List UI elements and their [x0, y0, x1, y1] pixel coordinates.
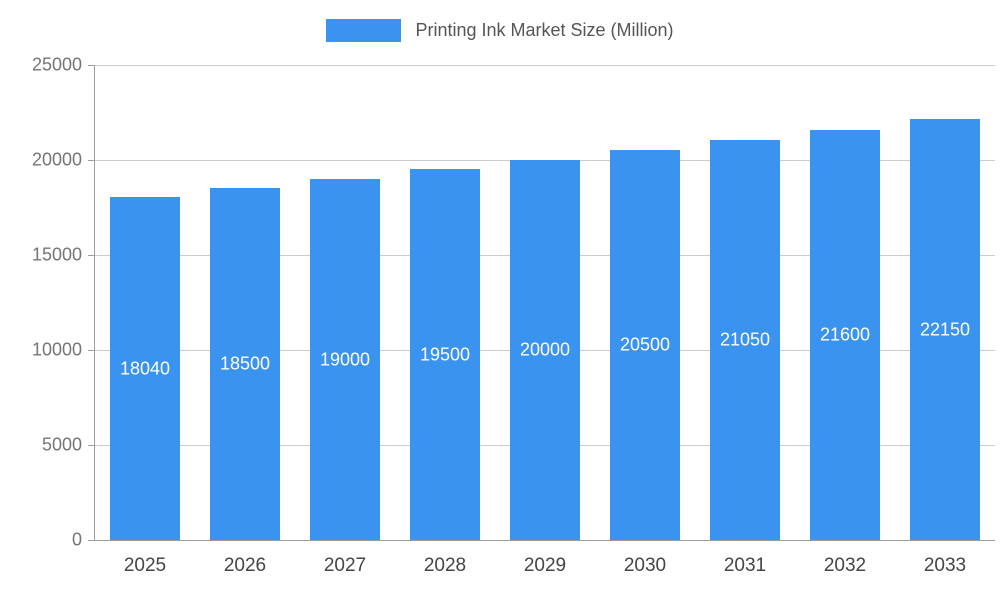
x-axis-label: 2026	[223, 555, 267, 576]
x-axis-label: 2027	[323, 555, 367, 576]
y-axis-label: 15000	[31, 244, 82, 265]
x-axis-label: 2028	[423, 555, 467, 576]
bar-value-label: 19500	[419, 344, 471, 364]
y-axis-label: 10000	[31, 339, 82, 360]
bar-2026[interactable]: 18500	[210, 188, 280, 540]
y-axis-label: 0	[71, 529, 82, 550]
bar-value-label: 21050	[719, 329, 771, 350]
x-axis-baseline	[95, 540, 995, 541]
bar-value-label: 18040	[119, 358, 171, 378]
y-axis-line	[94, 65, 95, 540]
legend-label: Printing Ink Market Size (Million)	[415, 20, 674, 40]
bar-2032[interactable]: 21600	[810, 130, 880, 540]
bar-value-label: 19000	[319, 349, 371, 369]
gridline	[95, 65, 995, 66]
bar-2027[interactable]: 19000	[310, 179, 380, 540]
y-axis-tick	[88, 350, 95, 351]
legend-swatch	[326, 18, 402, 42]
y-axis-label: 20000	[31, 149, 82, 170]
y-axis-label: 5000	[41, 434, 82, 455]
bar-2028[interactable]: 19500	[410, 169, 480, 540]
bar-2033[interactable]: 22150	[910, 119, 980, 540]
bar-2025[interactable]: 18040	[110, 197, 180, 540]
y-axis-tick	[88, 65, 95, 66]
y-axis-label: 25000	[31, 54, 82, 75]
plot-area: 0 5000 10000 15000 20000 25000 18040 2025 18500 2…	[32, 55, 995, 576]
x-axis-label: 2030	[623, 555, 667, 576]
chart-legend: Printing Ink Market Size (Million)	[0, 17, 1000, 43]
bar-value-label: 22150	[919, 319, 971, 339]
y-axis-tick	[88, 445, 95, 446]
bar-value-label: 20500	[619, 334, 671, 355]
x-axis-label: 2025	[123, 555, 167, 576]
y-axis-tick	[88, 255, 95, 256]
x-axis-label: 2033	[923, 555, 967, 576]
y-axis-tick	[88, 540, 95, 541]
x-axis-label: 2031	[723, 555, 767, 576]
bar-value-label: 21600	[819, 324, 871, 345]
bar-value-label: 18500	[219, 353, 271, 374]
bar-2030[interactable]: 20500	[610, 150, 680, 540]
bar-value-label: 20000	[519, 339, 571, 360]
x-axis-label: 2029	[523, 555, 567, 576]
x-axis-label: 2032	[823, 555, 867, 576]
bar-2029[interactable]: 20000	[510, 160, 580, 540]
bar-2031[interactable]: 21050	[710, 140, 780, 540]
y-axis-tick	[88, 160, 95, 161]
